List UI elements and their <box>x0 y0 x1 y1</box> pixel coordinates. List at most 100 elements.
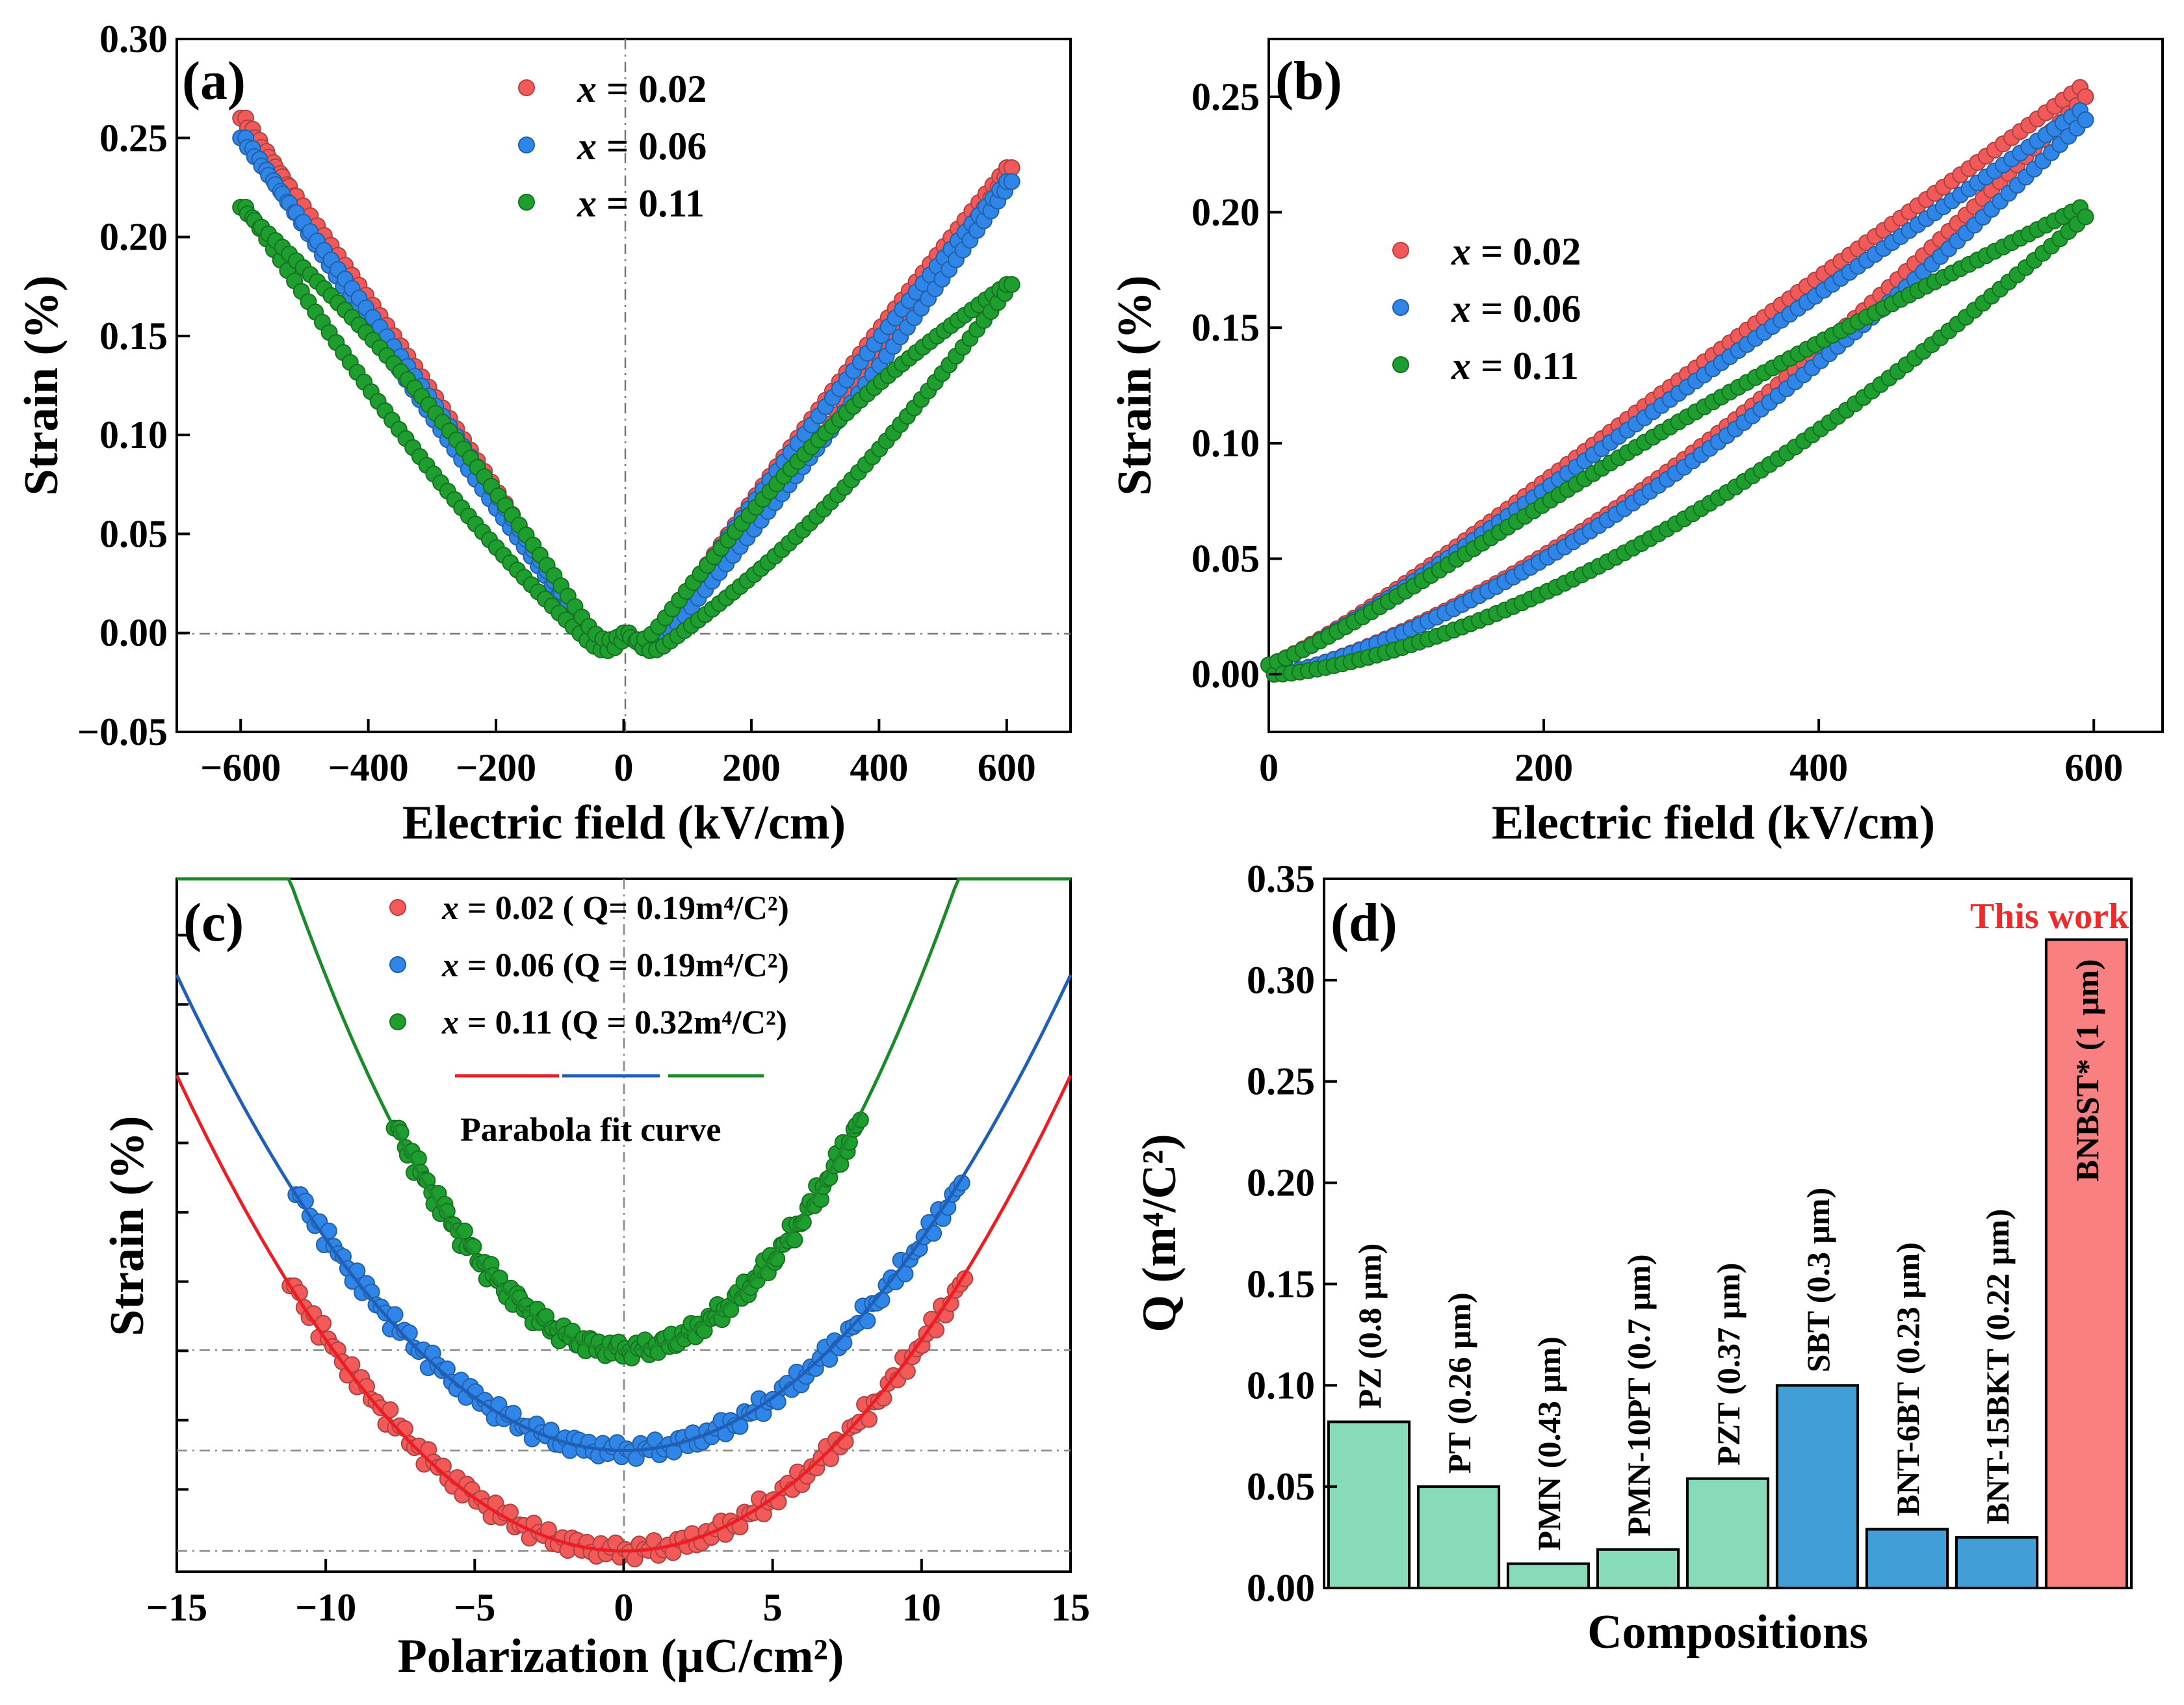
y-tick-label-a-4: 0.15 <box>99 315 168 358</box>
x-tick-label-b-1: 200 <box>1514 746 1573 789</box>
legend-marker-b-0 <box>1392 242 1409 259</box>
legend-marker-a-1 <box>518 137 535 153</box>
y-tick-label-a-0: −0.05 <box>77 710 168 753</box>
bar-7 <box>1955 1536 2039 1590</box>
data-point-a-1 <box>1003 173 1020 190</box>
panel-label-a: (a) <box>182 51 246 111</box>
panel-b: 0 200 400 600 0.00 0.05 0.10 0.15 0.20 0.25 (b) E… <box>1108 38 2164 850</box>
axis-ticks-d: 0.00 0.05 0.10 0.15 0.20 0.25 0.30 0.35 <box>1247 857 1337 1609</box>
panel-d: PZ (0.8 μm) PT (0.26 μm) PMN (0.43 μm) PMN-… <box>1133 857 2133 1659</box>
y-tick-label-a-1: 0.00 <box>99 612 168 655</box>
fit-curve-c-2 <box>177 877 1071 1352</box>
bar-label-6: BNT-6BT (0.23 μm) <box>1890 1242 1926 1516</box>
bar-label-3: PMN-10PT (0.7 μm) <box>1620 1255 1657 1537</box>
bar-4 <box>1685 1477 1770 1589</box>
x-tick-label-c-6: 15 <box>1051 1586 1090 1629</box>
legend-label-a-1: x = 0.06 <box>577 125 707 168</box>
x-tick-label-a-3: 0 <box>614 746 634 789</box>
legend-label-c-1: x = 0.06 (Q = 0.19m⁴/C²) <box>441 947 789 984</box>
y-tick-label-d-6: 0.30 <box>1247 959 1315 1002</box>
y-tick-label-b-4: 0.20 <box>1191 191 1260 234</box>
this-work-annotation: This work <box>1970 896 2129 937</box>
axis-ticks-c: −15 −10 −5 0 5 10 15 <box>146 933 1090 1629</box>
x-tick-label-c-2: −5 <box>454 1586 495 1629</box>
bar-label-5: SBT (0.3 μm) <box>1800 1188 1836 1372</box>
y-tick-label-d-7: 0.35 <box>1247 857 1315 900</box>
data-point-c-0 <box>396 1420 413 1437</box>
bar-1 <box>1416 1485 1501 1590</box>
legend-label-c-0: x = 0.02 ( Q= 0.19m⁴/C²) <box>441 890 789 927</box>
x-tick-label-c-1: −10 <box>295 1586 356 1629</box>
y-axis-label-c: Strain (%) <box>101 1115 154 1336</box>
y-tick-label-d-2: 0.10 <box>1247 1364 1315 1407</box>
axis-ticks-b: 0 200 400 600 0.00 0.05 0.10 0.15 0.20 0.25 <box>1191 75 2123 789</box>
data-point-c-1 <box>859 1312 876 1330</box>
data-point-b-1 <box>2077 111 2094 129</box>
bar-2 <box>1506 1562 1591 1590</box>
legend-marker-b-1 <box>1392 299 1409 316</box>
x-tick-label-c-4: 5 <box>763 1586 783 1629</box>
x-tick-label-b-3: 600 <box>2064 746 2123 789</box>
bar-0 <box>1327 1420 1411 1589</box>
panel-label-d: (d) <box>1331 892 1398 953</box>
data-point-c-1 <box>386 1306 404 1323</box>
data-points-a <box>232 109 1020 659</box>
legend-label-a-0: x = 0.02 <box>577 68 707 111</box>
x-tick-label-a-5: 400 <box>850 746 908 789</box>
legend-label-b-0: x = 0.02 <box>1451 230 1581 273</box>
legend-label-c-2: x = 0.11 (Q = 0.32m⁴/C²) <box>441 1004 787 1041</box>
x-tick-label-b-0: 0 <box>1259 746 1279 789</box>
x-tick-label-a-6: 600 <box>978 746 1036 789</box>
bar-label-4: PZT (0.37 μm) <box>1710 1263 1747 1466</box>
x-tick-label-b-2: 400 <box>1789 746 1848 789</box>
y-axis-label-a: Strain (%) <box>15 275 68 495</box>
fit-curve-c-1 <box>175 974 1072 1452</box>
x-axis-label-a: Electric field (kV/cm) <box>402 796 846 850</box>
legend-marker-c-0 <box>389 899 406 916</box>
fit-curves-c <box>175 877 1072 1553</box>
y-tick-label-a-6: 0.25 <box>99 116 168 159</box>
y-tick-label-a-3: 0.10 <box>99 413 168 456</box>
fit-curve-c-0 <box>175 1074 1072 1553</box>
data-point-c-1 <box>400 1324 418 1342</box>
bar-label-0: PZ (0.8 μm) <box>1351 1243 1388 1409</box>
panel-label-c: (c) <box>183 892 244 953</box>
y-tick-label-b-5: 0.25 <box>1191 75 1260 118</box>
data-point-b-2 <box>2077 208 2094 226</box>
x-tick-label-a-0: −600 <box>200 746 281 789</box>
legend-marker-c-1 <box>389 956 406 973</box>
bars-d: PZ (0.8 μm) PT (0.26 μm) PMN (0.43 μm) PMN-… <box>1327 938 2129 1590</box>
y-axis-label-b: Strain (%) <box>1108 275 1162 495</box>
axis-ticks-a: −600 −400 −200 0 200 400 600 −0.05 0.00 0.05 0.10 0… <box>77 18 1036 789</box>
bar-label-2: PMN (0.43 μm) <box>1531 1336 1567 1551</box>
x-axis-label-d: Compositions <box>1587 1606 1868 1659</box>
y-tick-label-d-0: 0.00 <box>1247 1567 1315 1609</box>
legend-label-b-2: x = 0.11 <box>1451 345 1579 387</box>
data-point-c-0 <box>382 1401 399 1418</box>
x-tick-label-a-2: −200 <box>456 746 536 789</box>
y-tick-label-d-1: 0.05 <box>1247 1465 1315 1508</box>
panel-a: −600 −400 −200 0 200 400 600 −0.05 0.00 0.05 0.10 0… <box>15 18 1072 850</box>
legend-marker-a-0 <box>518 79 535 96</box>
x-tick-label-c-0: −15 <box>146 1586 207 1629</box>
x-tick-label-a-4: 200 <box>722 746 781 789</box>
legend-marker-b-2 <box>1392 356 1409 373</box>
legend-marker-c-2 <box>389 1013 406 1030</box>
y-tick-label-d-4: 0.20 <box>1247 1162 1315 1204</box>
data-points-c <box>281 1111 974 1568</box>
y-tick-label-d-5: 0.25 <box>1247 1060 1315 1103</box>
y-axis-label-d: Q (m⁴/C²) <box>1133 1134 1186 1332</box>
bar-label-8: BNBST* (1 μm) <box>2069 959 2105 1182</box>
legend-a: x = 0.02 x = 0.06 x = 0.11 <box>518 68 707 225</box>
y-tick-label-a-7: 0.30 <box>99 18 168 60</box>
x-axis-label-c: Polarization (μC/cm²) <box>398 1630 844 1683</box>
x-tick-label-c-3: 0 <box>614 1586 634 1629</box>
data-point-a-2 <box>1003 276 1020 293</box>
bar-3 <box>1596 1548 1680 1590</box>
plot-frame-b <box>1268 38 2164 733</box>
data-points-b <box>1260 79 2094 683</box>
y-tick-label-b-1: 0.05 <box>1191 538 1260 580</box>
bar-8 <box>2044 938 2129 1589</box>
panel-c: −15 −10 −5 0 5 10 15 (c) Polarization (μC/cm²)… <box>101 877 1090 1683</box>
